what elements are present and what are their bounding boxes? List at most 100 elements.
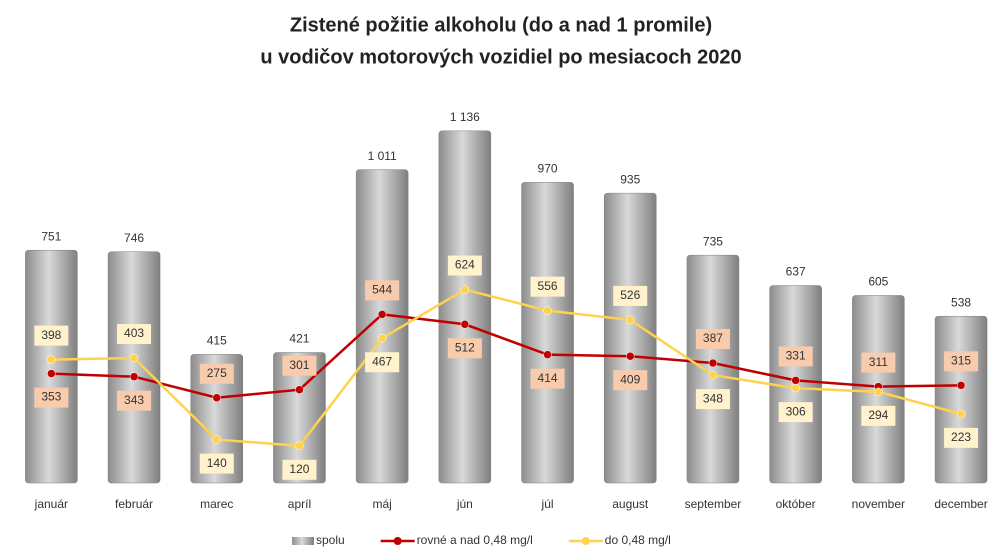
data-label: 398 bbox=[41, 328, 61, 342]
bar-value-label: 735 bbox=[703, 234, 723, 248]
line-point bbox=[212, 435, 221, 444]
line-point bbox=[626, 351, 635, 361]
data-label-box bbox=[447, 255, 482, 276]
x-tick-label: október bbox=[776, 497, 816, 511]
line-point bbox=[956, 409, 966, 419]
data-label: 624 bbox=[455, 258, 475, 272]
bar-value-label: 935 bbox=[620, 172, 640, 186]
legend-swatch bbox=[393, 537, 402, 545]
data-label-box bbox=[34, 325, 69, 346]
data-label-box bbox=[530, 368, 565, 389]
bar bbox=[355, 169, 409, 484]
data-label: 348 bbox=[703, 391, 723, 405]
bar-value-label: 751 bbox=[41, 229, 61, 243]
bar bbox=[686, 254, 740, 484]
data-label: 467 bbox=[372, 354, 392, 368]
line-point bbox=[129, 353, 139, 363]
line-point bbox=[295, 385, 304, 394]
data-label-box bbox=[613, 285, 648, 306]
data-label-box bbox=[199, 453, 234, 474]
data-label-box bbox=[365, 280, 400, 301]
bar-value-label: 1 136 bbox=[450, 110, 480, 124]
bar-value-label: 746 bbox=[124, 231, 144, 245]
data-label-box bbox=[530, 276, 565, 297]
bar-value-label: 637 bbox=[786, 265, 806, 279]
data-label-box bbox=[117, 324, 152, 345]
data-label-box bbox=[447, 338, 482, 359]
data-label: 140 bbox=[207, 456, 227, 470]
line-point bbox=[295, 441, 304, 451]
bar-value-label: 421 bbox=[289, 332, 309, 346]
data-label: 512 bbox=[455, 340, 475, 354]
bar bbox=[604, 192, 657, 484]
data-label: 301 bbox=[289, 358, 309, 372]
data-label: 526 bbox=[620, 288, 640, 302]
bar bbox=[521, 182, 574, 484]
data-label: 294 bbox=[868, 408, 888, 422]
x-tick-label: november bbox=[852, 497, 905, 511]
line-point bbox=[460, 320, 470, 329]
data-label-box bbox=[778, 402, 813, 423]
line-point bbox=[543, 306, 552, 315]
data-label: 414 bbox=[538, 371, 558, 385]
data-label: 556 bbox=[538, 279, 558, 293]
x-tick-label: júl bbox=[541, 497, 554, 511]
data-label: 331 bbox=[786, 349, 806, 363]
bar-value-label: 538 bbox=[951, 295, 971, 309]
line-point bbox=[708, 370, 718, 380]
legend-swatch bbox=[581, 537, 590, 545]
bar bbox=[273, 352, 326, 484]
data-label: 306 bbox=[786, 404, 806, 418]
data-label-box bbox=[282, 459, 317, 480]
line-point bbox=[791, 376, 800, 385]
x-tick-label: september bbox=[685, 497, 742, 511]
bar-value-label: 415 bbox=[207, 334, 227, 348]
data-label: 387 bbox=[703, 331, 723, 345]
bar-value-label: 605 bbox=[868, 275, 888, 289]
data-label: 343 bbox=[124, 393, 144, 407]
data-label-box bbox=[34, 387, 69, 408]
data-label: 311 bbox=[869, 355, 888, 369]
data-label-box bbox=[695, 329, 730, 350]
data-label-box bbox=[613, 370, 648, 391]
data-label: 409 bbox=[620, 372, 640, 386]
line-point bbox=[956, 381, 966, 390]
bar bbox=[190, 354, 243, 484]
data-label: 353 bbox=[41, 390, 61, 404]
legend-swatch bbox=[292, 537, 314, 545]
line-point bbox=[543, 350, 552, 359]
data-label-box bbox=[861, 352, 896, 373]
line-point bbox=[791, 383, 800, 393]
chart-title: Zistené požitie alkoholu (do a nad 1 pro… bbox=[290, 14, 712, 36]
data-label-box bbox=[861, 405, 896, 426]
data-label-box bbox=[282, 355, 317, 376]
data-label-box bbox=[117, 390, 152, 411]
line-point bbox=[47, 355, 56, 364]
data-label: 544 bbox=[372, 283, 392, 297]
line-point bbox=[460, 285, 470, 294]
chart-title: u vodičov motorových vozidiel po mesiaco… bbox=[260, 46, 741, 68]
data-label: 315 bbox=[951, 354, 971, 368]
bar-value-label: 1 011 bbox=[368, 149, 397, 163]
data-label-box bbox=[944, 427, 979, 448]
line-point bbox=[874, 387, 883, 397]
data-label-box bbox=[778, 346, 813, 367]
line-point bbox=[708, 358, 718, 368]
data-label-box bbox=[199, 363, 234, 384]
line-point bbox=[47, 369, 56, 378]
legend-label: spolu bbox=[316, 533, 345, 547]
line-point bbox=[377, 333, 387, 343]
x-tick-label: august bbox=[612, 497, 649, 511]
x-tick-label: jún bbox=[456, 497, 473, 511]
x-tick-label: marec bbox=[200, 497, 233, 511]
legend-label: do 0,48 mg/l bbox=[605, 533, 671, 547]
line-point bbox=[129, 372, 139, 381]
data-label: 120 bbox=[289, 462, 309, 476]
bar-value-label: 970 bbox=[538, 161, 558, 175]
bar bbox=[25, 249, 78, 484]
x-tick-label: december bbox=[934, 497, 987, 511]
data-label: 403 bbox=[124, 326, 144, 340]
bar bbox=[438, 130, 492, 484]
line-point bbox=[377, 310, 387, 319]
